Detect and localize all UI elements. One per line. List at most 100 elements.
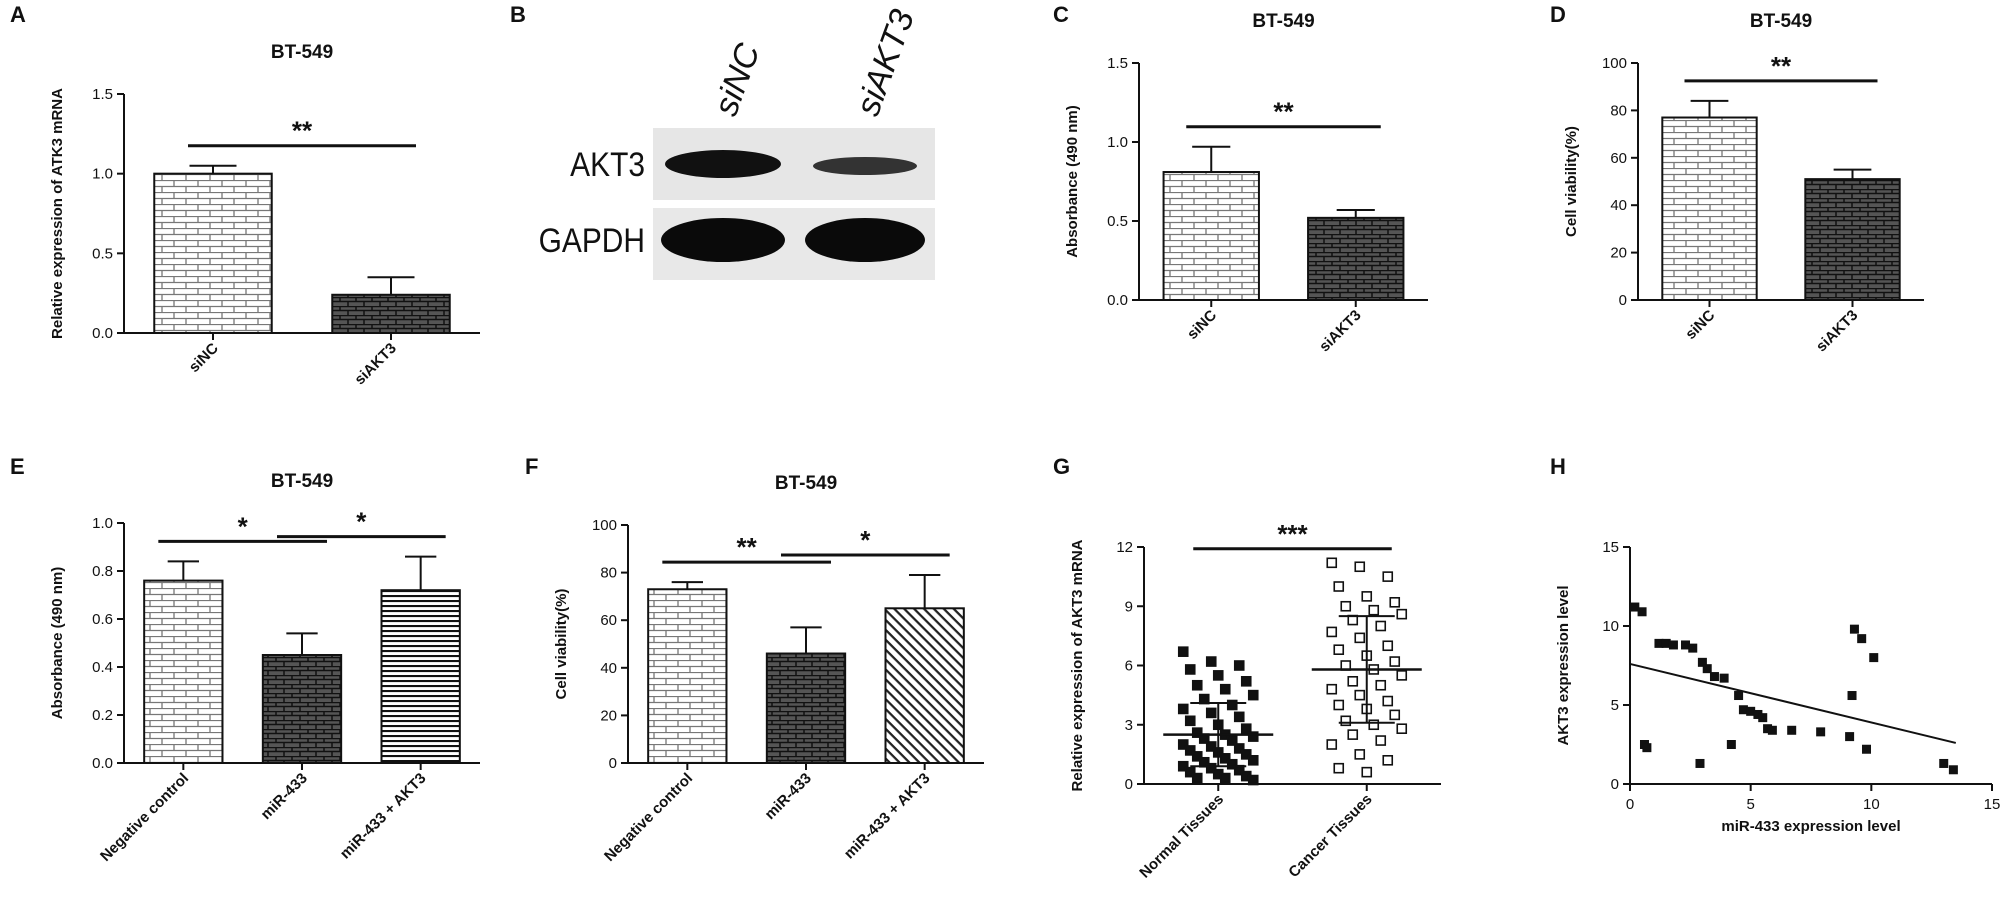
data-point (1333, 699, 1345, 711)
data-point (1816, 727, 1826, 737)
panel-letter: C (1053, 2, 1069, 27)
error-bar (1690, 99, 1729, 118)
y-tick-label: 0.0 (1107, 292, 1128, 309)
panel-letter: B (510, 2, 526, 27)
data-point (1948, 765, 1958, 775)
y-tick-label: 5 (1611, 697, 1619, 714)
y-tick-label: 60 (1610, 150, 1627, 167)
data-point (1734, 691, 1744, 701)
chart-title: BT-549 (1252, 11, 1314, 32)
data-point (1240, 749, 1252, 760)
data-point (1375, 620, 1387, 632)
bar (331, 293, 451, 335)
panel-letter: D (1550, 2, 1566, 27)
data-point (1862, 744, 1872, 754)
x-tick-label: siNC (1682, 307, 1718, 343)
x-tick-label: 15 (1984, 796, 2001, 813)
data-point (1205, 762, 1217, 774)
data-point (1191, 679, 1203, 691)
y-tick-label: 0.5 (1107, 213, 1128, 230)
data-point (1177, 703, 1189, 715)
data-point (1719, 673, 1729, 683)
data-point (1219, 753, 1231, 764)
data-point (1368, 604, 1380, 616)
data-point (1709, 672, 1719, 682)
data-point (1375, 679, 1387, 691)
significance-label: ** (1771, 51, 1792, 81)
y-tick-label: 1.0 (92, 515, 113, 532)
y-tick-label: 0.2 (92, 707, 113, 724)
data-point (1939, 758, 1949, 768)
data-point (1382, 754, 1394, 766)
data-point (1233, 743, 1245, 754)
data-point (1661, 638, 1671, 648)
data-point (1697, 657, 1707, 667)
y-tick-label: 1.5 (1107, 55, 1128, 72)
data-point (1240, 723, 1252, 735)
y-tick-label: 0 (609, 755, 617, 772)
bar (1804, 178, 1901, 302)
x-tick-label: miR-433 + AKT3 (337, 770, 430, 863)
data-point (1630, 602, 1640, 612)
data-point (1184, 745, 1196, 756)
blot-band (805, 218, 925, 262)
y-axis-label: Absorbance (490 nm) (1064, 105, 1081, 258)
error-bar (189, 164, 237, 174)
data-point (1738, 705, 1748, 715)
data-point (1333, 581, 1345, 592)
significance-label: * (860, 525, 871, 555)
data-point (1191, 727, 1203, 738)
data-point (1177, 760, 1189, 772)
data-point (1389, 709, 1401, 721)
y-tick-label: 0.5 (92, 245, 113, 262)
data-point (1247, 731, 1259, 742)
x-tick-label: miR-433 (762, 770, 815, 823)
error-bar (1833, 168, 1872, 180)
x-tick-label: 10 (1863, 796, 1880, 813)
data-point (1354, 749, 1366, 760)
data-point (1226, 735, 1238, 746)
data-point (1382, 571, 1394, 582)
data-point (1191, 751, 1203, 762)
data-point (1226, 699, 1238, 711)
data-point (1396, 670, 1408, 681)
y-tick-label: 9 (1125, 598, 1133, 615)
bar (765, 652, 847, 765)
data-point (1326, 683, 1338, 695)
data-point (1847, 691, 1857, 701)
data-point (1347, 729, 1359, 740)
y-tick-label: 20 (600, 707, 617, 724)
data-point (1340, 600, 1352, 612)
x-tick-label: Negative control (601, 770, 696, 865)
error-bar (671, 581, 703, 590)
bar (380, 589, 461, 765)
y-tick-label: 60 (600, 612, 617, 629)
data-point (1688, 643, 1698, 653)
chart-title: BT-549 (271, 471, 333, 492)
data-point (1219, 772, 1231, 784)
bar (1162, 171, 1260, 302)
y-tick-label: 3 (1125, 717, 1133, 734)
data-point (1212, 670, 1224, 681)
data-point (1396, 723, 1408, 735)
y-tick-label: 0.6 (92, 611, 113, 628)
lane-label: siNC (707, 38, 768, 121)
data-point (1382, 640, 1394, 652)
blot-band (665, 150, 781, 178)
data-point (1763, 724, 1773, 734)
data-point (1642, 743, 1652, 753)
data-point (1226, 758, 1238, 770)
x-axis-label: miR-433 expression level (1721, 818, 1900, 835)
row-label: AKT3 (570, 145, 645, 183)
data-point (1695, 758, 1705, 768)
error-bar (167, 560, 199, 581)
y-tick-label: 40 (600, 660, 617, 677)
data-point (1219, 683, 1231, 695)
error-bar (909, 573, 941, 609)
data-point (1375, 735, 1387, 746)
data-point (1726, 740, 1736, 749)
bar (1307, 216, 1405, 301)
data-point (1205, 656, 1217, 667)
x-tick-label: 0 (1626, 796, 1634, 813)
bar (153, 172, 273, 334)
